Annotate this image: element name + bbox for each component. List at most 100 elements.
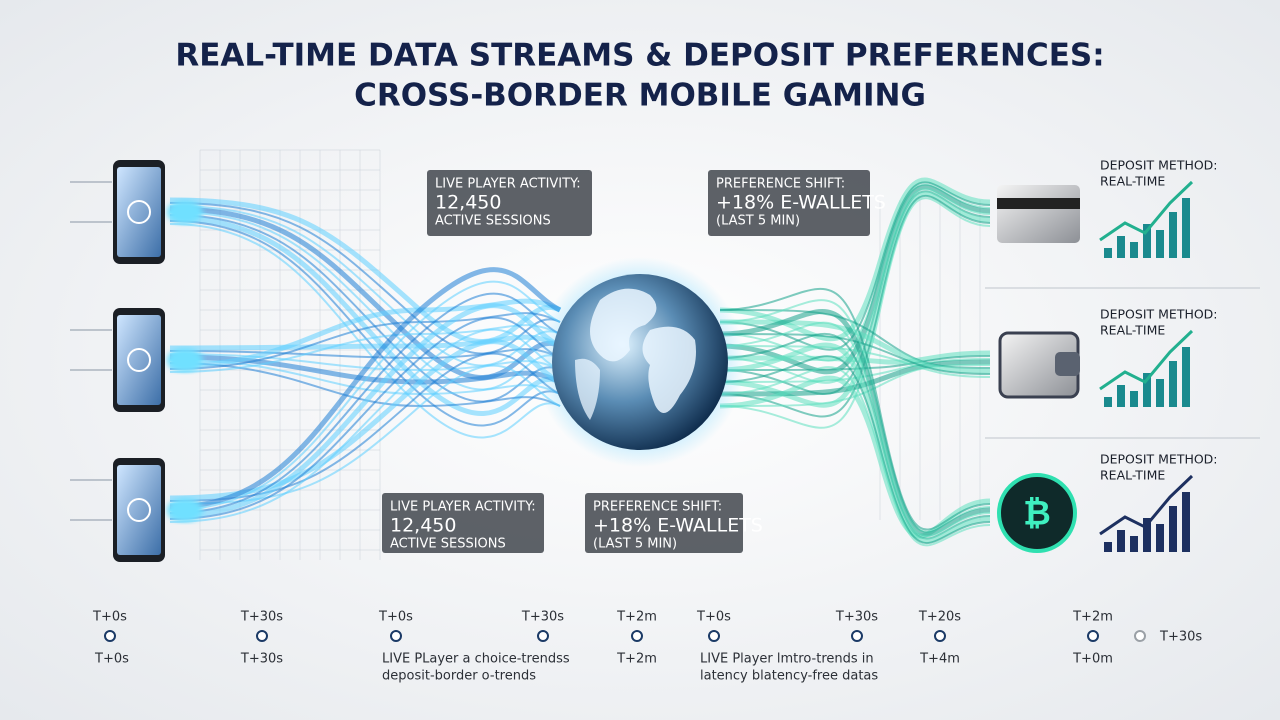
info-detail: (LAST 5 MIN) <box>716 214 800 229</box>
stream <box>719 184 991 375</box>
phone-screen <box>117 167 161 257</box>
timeline-label: T+30s <box>240 610 283 625</box>
info-value: +18% E-WALLETS <box>593 515 763 537</box>
stream <box>169 334 562 351</box>
timeline-label: T+30s <box>835 610 878 625</box>
info-value: 12,450 <box>390 515 456 537</box>
trend-bar <box>1182 198 1190 258</box>
timeline-label: T+0s <box>92 610 127 625</box>
stream <box>719 308 991 537</box>
trend-arrow <box>1099 474 1194 536</box>
stream <box>169 354 562 385</box>
timeline-dot <box>537 630 549 642</box>
trend-bar <box>1169 506 1177 552</box>
phone-icon <box>127 348 151 372</box>
timeline-note: latency blatency-free datas <box>700 669 878 684</box>
trend-bar <box>1104 248 1112 258</box>
deposit-label: DEPOSIT METHOD: <box>1100 307 1218 322</box>
timeline-dot <box>256 630 268 642</box>
deposit-label: DEPOSIT METHOD: <box>1100 452 1218 467</box>
trend-bar <box>1156 524 1164 552</box>
stream-glow <box>167 498 203 522</box>
info-box <box>382 493 544 553</box>
info-detail: (LAST 5 MIN) <box>593 537 677 552</box>
phone-icon <box>127 200 151 224</box>
stream <box>719 194 991 418</box>
trend-bar <box>1104 397 1112 407</box>
deposit-status: REAL-TIME <box>1100 468 1165 483</box>
deposit-status: REAL-TIME <box>1100 323 1165 338</box>
trend-bar <box>1130 536 1138 552</box>
info-label: PREFERENCE SHIFT: <box>716 177 845 192</box>
stream <box>719 355 991 545</box>
deposit-status: REAL-TIME <box>1100 174 1165 189</box>
stream <box>169 280 561 511</box>
stream <box>169 303 562 519</box>
stream <box>719 345 991 378</box>
trend-arrow <box>1099 329 1194 391</box>
stream <box>719 355 991 371</box>
stream <box>719 366 991 547</box>
info-box <box>585 493 743 553</box>
info-box <box>427 170 592 236</box>
timeline-note: T+30s <box>240 652 283 667</box>
trend-bar <box>1117 530 1125 552</box>
timeline-note: LIVE Player lmtro-trends in <box>700 652 874 667</box>
phone-screen <box>117 315 161 405</box>
stream <box>719 188 991 384</box>
trend-bar <box>1156 230 1164 258</box>
trend-bar <box>1117 385 1125 407</box>
stream <box>719 333 991 375</box>
trend-bar <box>1143 224 1151 258</box>
phone-icon <box>127 498 151 522</box>
trend-bar <box>1156 379 1164 407</box>
data-streams <box>70 160 991 562</box>
timeline-note: T+0m <box>1072 652 1113 667</box>
info-detail: ACTIVE SESSIONS <box>390 537 506 552</box>
timeline-label: T+2m <box>616 610 657 625</box>
info-value: 12,450 <box>435 192 501 214</box>
globe <box>535 257 745 467</box>
title-line: REAL-TIME DATA STREAMS & DEPOSIT PREFERE… <box>175 38 1104 74</box>
stream <box>169 298 562 369</box>
timeline-dot <box>104 630 116 642</box>
stream <box>719 321 991 538</box>
bitcoin-icon <box>997 473 1077 553</box>
timeline-label: T+20s <box>918 610 961 625</box>
timeline-dot <box>1087 630 1099 642</box>
stream <box>719 191 991 408</box>
trend-bar <box>1143 373 1151 407</box>
deposit-label: DEPOSIT METHOD: <box>1100 158 1218 173</box>
timeline-label: T+0s <box>378 610 413 625</box>
trend-bar <box>1130 391 1138 407</box>
bitcoin-symbol: ₿ <box>1023 494 1051 534</box>
trend-bar <box>1182 347 1190 407</box>
stream <box>169 348 561 360</box>
timeline-note: LIVE PLayer a choice-trendss <box>382 652 570 667</box>
timeline-label: T+2m <box>1072 610 1113 625</box>
info-box <box>708 170 870 236</box>
info-label: LIVE PLAYER ACTIVITY: <box>435 177 581 192</box>
stream <box>169 292 561 514</box>
stream <box>719 197 991 429</box>
stream <box>719 177 991 342</box>
trend-bar <box>1130 242 1138 258</box>
phone-screen <box>117 465 161 555</box>
info-label: PREFERENCE SHIFT: <box>593 500 722 515</box>
timeline-label: T+30s <box>1159 630 1202 645</box>
trend-arrow <box>1099 180 1194 242</box>
info-label: LIVE PLAYER ACTIVITY: <box>390 500 536 515</box>
stream <box>719 358 991 383</box>
stream <box>169 339 562 501</box>
trend-bar <box>1182 492 1190 552</box>
card-icon <box>997 185 1080 243</box>
timeline-dot <box>708 630 720 642</box>
title-line: CROSS-BORDER MOBILE GAMING <box>354 78 926 114</box>
trend-bar <box>1104 542 1112 552</box>
stream <box>169 316 561 520</box>
stream <box>719 181 991 351</box>
trend-bar <box>1169 361 1177 407</box>
stream <box>169 328 561 523</box>
timeline-note: T+0s <box>94 652 129 667</box>
